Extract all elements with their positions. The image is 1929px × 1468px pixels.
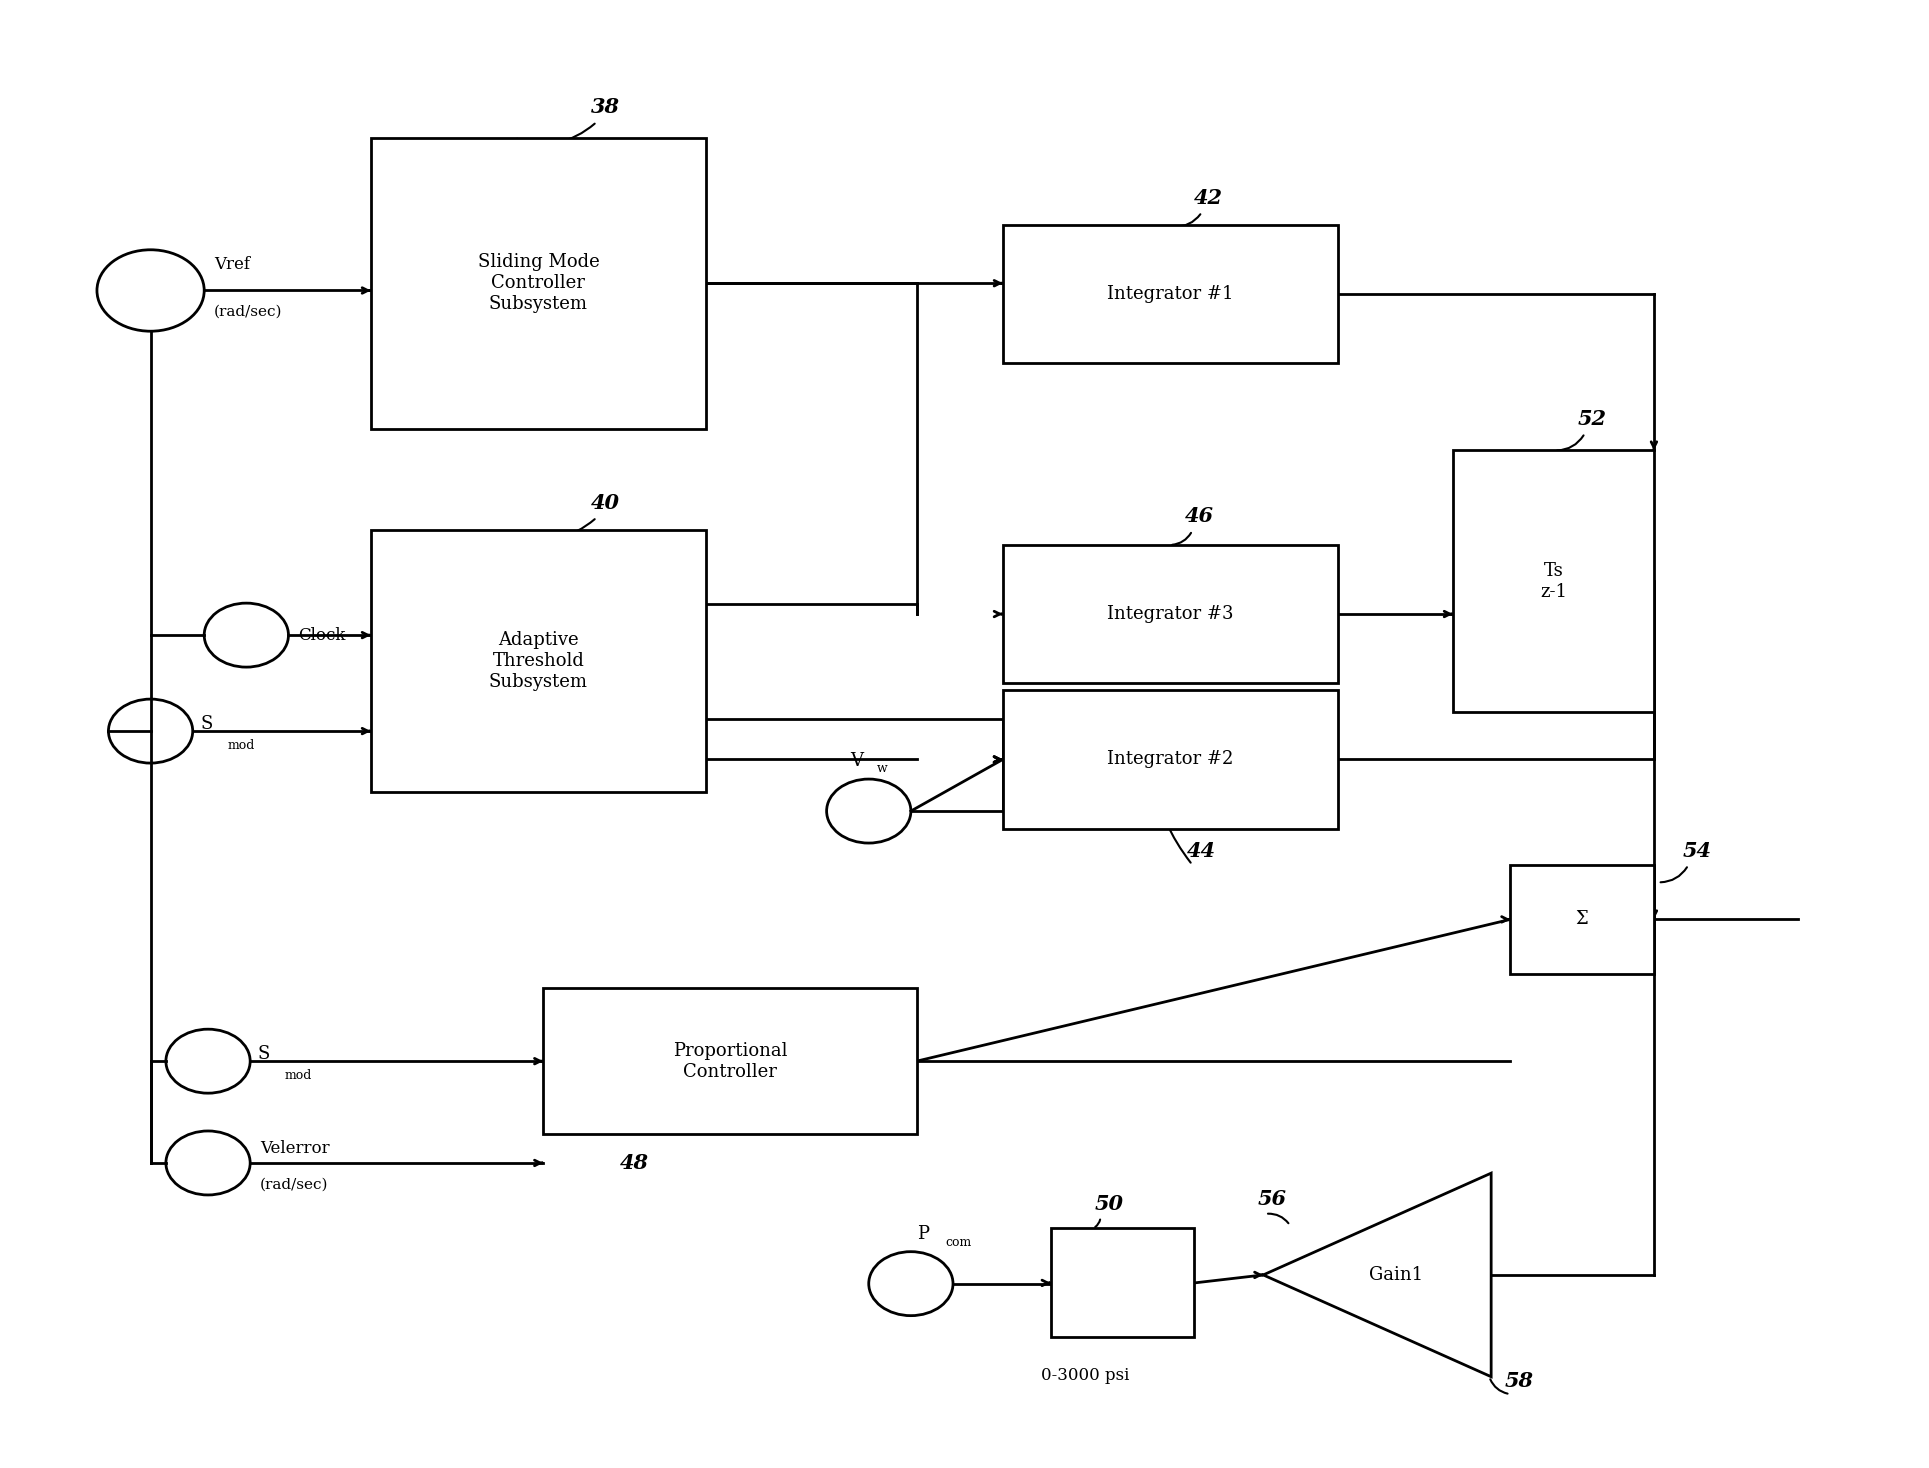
Text: Vref: Vref	[214, 255, 249, 273]
FancyBboxPatch shape	[1003, 545, 1339, 683]
Text: V: V	[851, 753, 862, 771]
Text: S: S	[201, 715, 212, 733]
FancyBboxPatch shape	[1051, 1229, 1194, 1337]
Text: Velerror: Velerror	[260, 1141, 330, 1157]
Text: 54: 54	[1682, 841, 1711, 860]
Text: 58: 58	[1505, 1371, 1534, 1392]
Text: Proportional
Controller: Proportional Controller	[673, 1042, 787, 1080]
Text: mod: mod	[228, 738, 255, 752]
FancyBboxPatch shape	[370, 138, 706, 429]
Text: 44: 44	[1186, 841, 1215, 860]
Text: 42: 42	[1194, 188, 1223, 207]
Text: mod: mod	[285, 1069, 312, 1082]
Text: Ts
z-1: Ts z-1	[1539, 562, 1566, 600]
Text: P: P	[916, 1224, 928, 1243]
Text: 48: 48	[619, 1154, 648, 1173]
Text: w: w	[876, 762, 887, 775]
FancyBboxPatch shape	[370, 530, 706, 793]
Text: 52: 52	[1578, 408, 1607, 429]
Text: Adaptive
Threshold
Subsystem: Adaptive Threshold Subsystem	[488, 631, 588, 691]
Text: 56: 56	[1258, 1189, 1287, 1210]
Text: Gain1: Gain1	[1370, 1265, 1424, 1284]
FancyBboxPatch shape	[1510, 865, 1653, 973]
Text: (rad/sec): (rad/sec)	[260, 1177, 328, 1192]
Text: 46: 46	[1184, 506, 1213, 526]
Text: 0-3000 psi: 0-3000 psi	[1042, 1367, 1130, 1383]
FancyBboxPatch shape	[1003, 225, 1339, 363]
FancyBboxPatch shape	[544, 988, 916, 1133]
FancyBboxPatch shape	[1453, 451, 1653, 712]
Text: 40: 40	[590, 493, 619, 512]
Text: Integrator #3: Integrator #3	[1107, 605, 1235, 622]
Text: 38: 38	[590, 97, 619, 117]
FancyBboxPatch shape	[1003, 690, 1339, 828]
Text: Sliding Mode
Controller
Subsystem: Sliding Mode Controller Subsystem	[478, 254, 600, 313]
Text: 50: 50	[1096, 1193, 1125, 1214]
Text: com: com	[945, 1236, 972, 1249]
Text: (rad/sec): (rad/sec)	[214, 305, 282, 319]
Text: Σ: Σ	[1576, 910, 1588, 928]
Text: Integrator #1: Integrator #1	[1107, 285, 1235, 302]
Text: Integrator #2: Integrator #2	[1107, 750, 1233, 768]
Text: Clock: Clock	[299, 627, 345, 643]
Text: S: S	[258, 1045, 270, 1063]
